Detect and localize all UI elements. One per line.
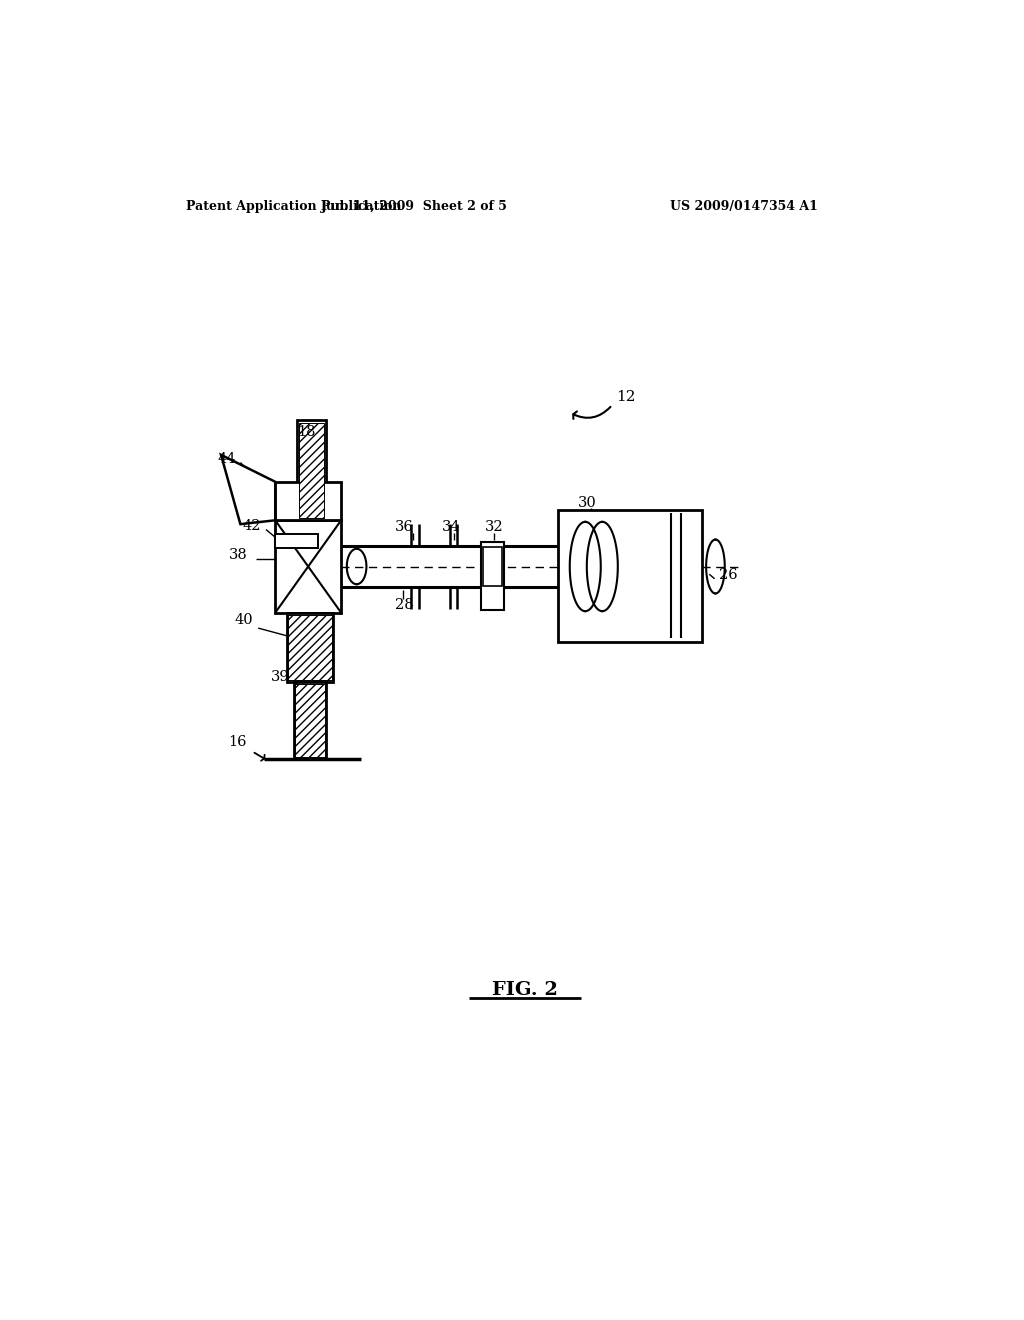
Text: 42: 42 [243, 519, 261, 533]
Bar [289, 615, 332, 680]
Bar [275, 482, 341, 520]
Text: 40: 40 [234, 614, 253, 627]
Text: 39: 39 [271, 669, 290, 684]
Bar [297, 420, 326, 520]
Text: Jun. 11, 2009  Sheet 2 of 5: Jun. 11, 2009 Sheet 2 of 5 [322, 201, 508, 214]
Bar [299, 422, 324, 517]
Text: 16: 16 [228, 735, 247, 748]
Text: 18: 18 [297, 425, 315, 438]
Text: Patent Application Publication: Patent Application Publication [186, 201, 401, 214]
Bar [295, 684, 325, 756]
Text: US 2009/0147354 A1: US 2009/0147354 A1 [671, 201, 818, 214]
Text: FIG. 2: FIG. 2 [492, 981, 558, 999]
Text: 32: 32 [484, 520, 503, 535]
Bar [275, 520, 341, 612]
Text: 36: 36 [395, 520, 414, 535]
Text: 44: 44 [217, 451, 236, 466]
Polygon shape [221, 455, 275, 524]
Text: 28: 28 [395, 598, 414, 612]
Text: 34: 34 [442, 520, 461, 535]
Bar [483, 548, 502, 586]
Bar [287, 612, 334, 682]
Bar [275, 535, 317, 548]
Text: 38: 38 [228, 548, 248, 562]
Bar [558, 510, 701, 642]
Bar [480, 543, 504, 610]
Text: 30: 30 [578, 495, 596, 510]
Bar [294, 682, 327, 759]
Text: 12: 12 [616, 391, 636, 404]
Text: 26: 26 [719, 568, 737, 582]
